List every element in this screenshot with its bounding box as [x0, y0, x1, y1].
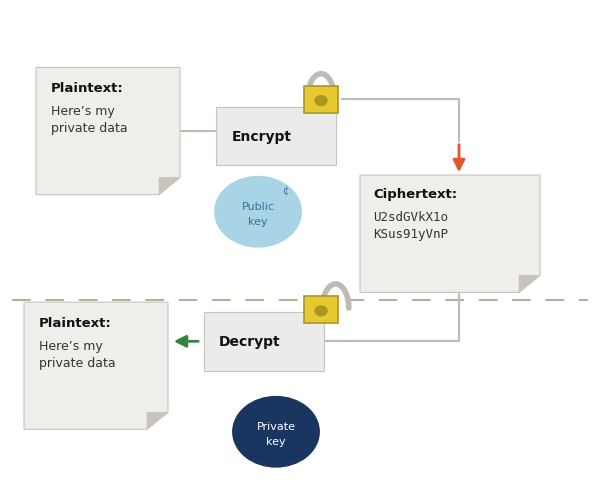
Text: Encrypt: Encrypt [232, 130, 292, 143]
Text: key: key [248, 216, 268, 226]
Circle shape [315, 306, 327, 316]
Polygon shape [147, 412, 168, 429]
Text: Ciphertext:: Ciphertext: [373, 188, 457, 201]
Polygon shape [159, 178, 180, 195]
FancyBboxPatch shape [216, 107, 336, 166]
FancyBboxPatch shape [204, 312, 324, 371]
Polygon shape [360, 176, 540, 293]
FancyBboxPatch shape [318, 309, 324, 317]
FancyBboxPatch shape [304, 297, 338, 324]
Text: Public: Public [241, 202, 275, 211]
Text: ¢: ¢ [282, 185, 288, 195]
Text: Here’s my
private data: Here’s my private data [51, 105, 128, 135]
Text: Here’s my
private data: Here’s my private data [39, 339, 116, 369]
Polygon shape [36, 68, 180, 195]
Polygon shape [519, 276, 540, 293]
Text: Decrypt: Decrypt [219, 335, 280, 348]
Circle shape [233, 397, 319, 467]
Text: Plaintext:: Plaintext: [51, 82, 124, 95]
Text: key: key [266, 436, 286, 446]
Circle shape [315, 97, 327, 106]
Circle shape [215, 177, 301, 247]
Text: Plaintext:: Plaintext: [39, 316, 112, 329]
FancyBboxPatch shape [318, 100, 324, 107]
Text: U2sdGVkX1o
KSus91yVnP: U2sdGVkX1o KSus91yVnP [373, 211, 448, 241]
Text: Private: Private [257, 421, 296, 431]
FancyBboxPatch shape [304, 87, 338, 113]
Polygon shape [24, 303, 168, 429]
